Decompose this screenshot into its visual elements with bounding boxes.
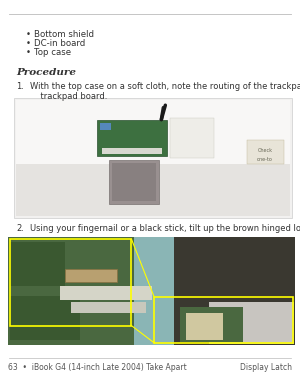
- Text: •: •: [26, 39, 31, 48]
- FancyBboxPatch shape: [100, 123, 111, 130]
- FancyBboxPatch shape: [209, 302, 294, 344]
- Text: With the top case on a soft cloth, note the routing of the trackpad flex cable t: With the top case on a soft cloth, note …: [31, 82, 300, 101]
- FancyBboxPatch shape: [102, 147, 162, 154]
- FancyBboxPatch shape: [247, 140, 284, 164]
- Text: 63  •  iBook G4 (14-inch Late 2004) Take Apart: 63 • iBook G4 (14-inch Late 2004) Take A…: [8, 364, 187, 372]
- FancyBboxPatch shape: [134, 237, 175, 345]
- FancyBboxPatch shape: [175, 237, 295, 345]
- FancyBboxPatch shape: [8, 237, 134, 345]
- FancyBboxPatch shape: [98, 120, 167, 156]
- Text: DC-in board: DC-in board: [34, 39, 86, 48]
- Text: 1.: 1.: [16, 82, 24, 91]
- Text: •: •: [26, 30, 31, 39]
- Text: Procedure: Procedure: [16, 68, 76, 77]
- Text: •: •: [26, 48, 31, 57]
- Text: 2.: 2.: [16, 224, 24, 233]
- Text: Top case: Top case: [34, 48, 72, 57]
- FancyBboxPatch shape: [60, 286, 152, 300]
- FancyBboxPatch shape: [16, 100, 290, 164]
- Text: Using your fingernail or a black stick, tilt up the brown hinged locking connect: Using your fingernail or a black stick, …: [31, 224, 300, 233]
- FancyBboxPatch shape: [109, 160, 159, 204]
- Text: one-to: one-to: [257, 157, 273, 162]
- FancyBboxPatch shape: [65, 269, 117, 282]
- Text: Bottom shield: Bottom shield: [34, 30, 94, 39]
- FancyBboxPatch shape: [186, 313, 223, 340]
- Text: Check: Check: [257, 148, 272, 153]
- FancyBboxPatch shape: [8, 237, 295, 345]
- FancyBboxPatch shape: [170, 118, 214, 158]
- Text: Display Latch: Display Latch: [240, 364, 292, 372]
- FancyBboxPatch shape: [112, 163, 156, 201]
- FancyBboxPatch shape: [14, 98, 292, 218]
- FancyBboxPatch shape: [16, 164, 290, 216]
- FancyBboxPatch shape: [10, 242, 65, 286]
- FancyBboxPatch shape: [180, 307, 243, 342]
- FancyBboxPatch shape: [71, 302, 146, 313]
- FancyBboxPatch shape: [10, 296, 80, 340]
